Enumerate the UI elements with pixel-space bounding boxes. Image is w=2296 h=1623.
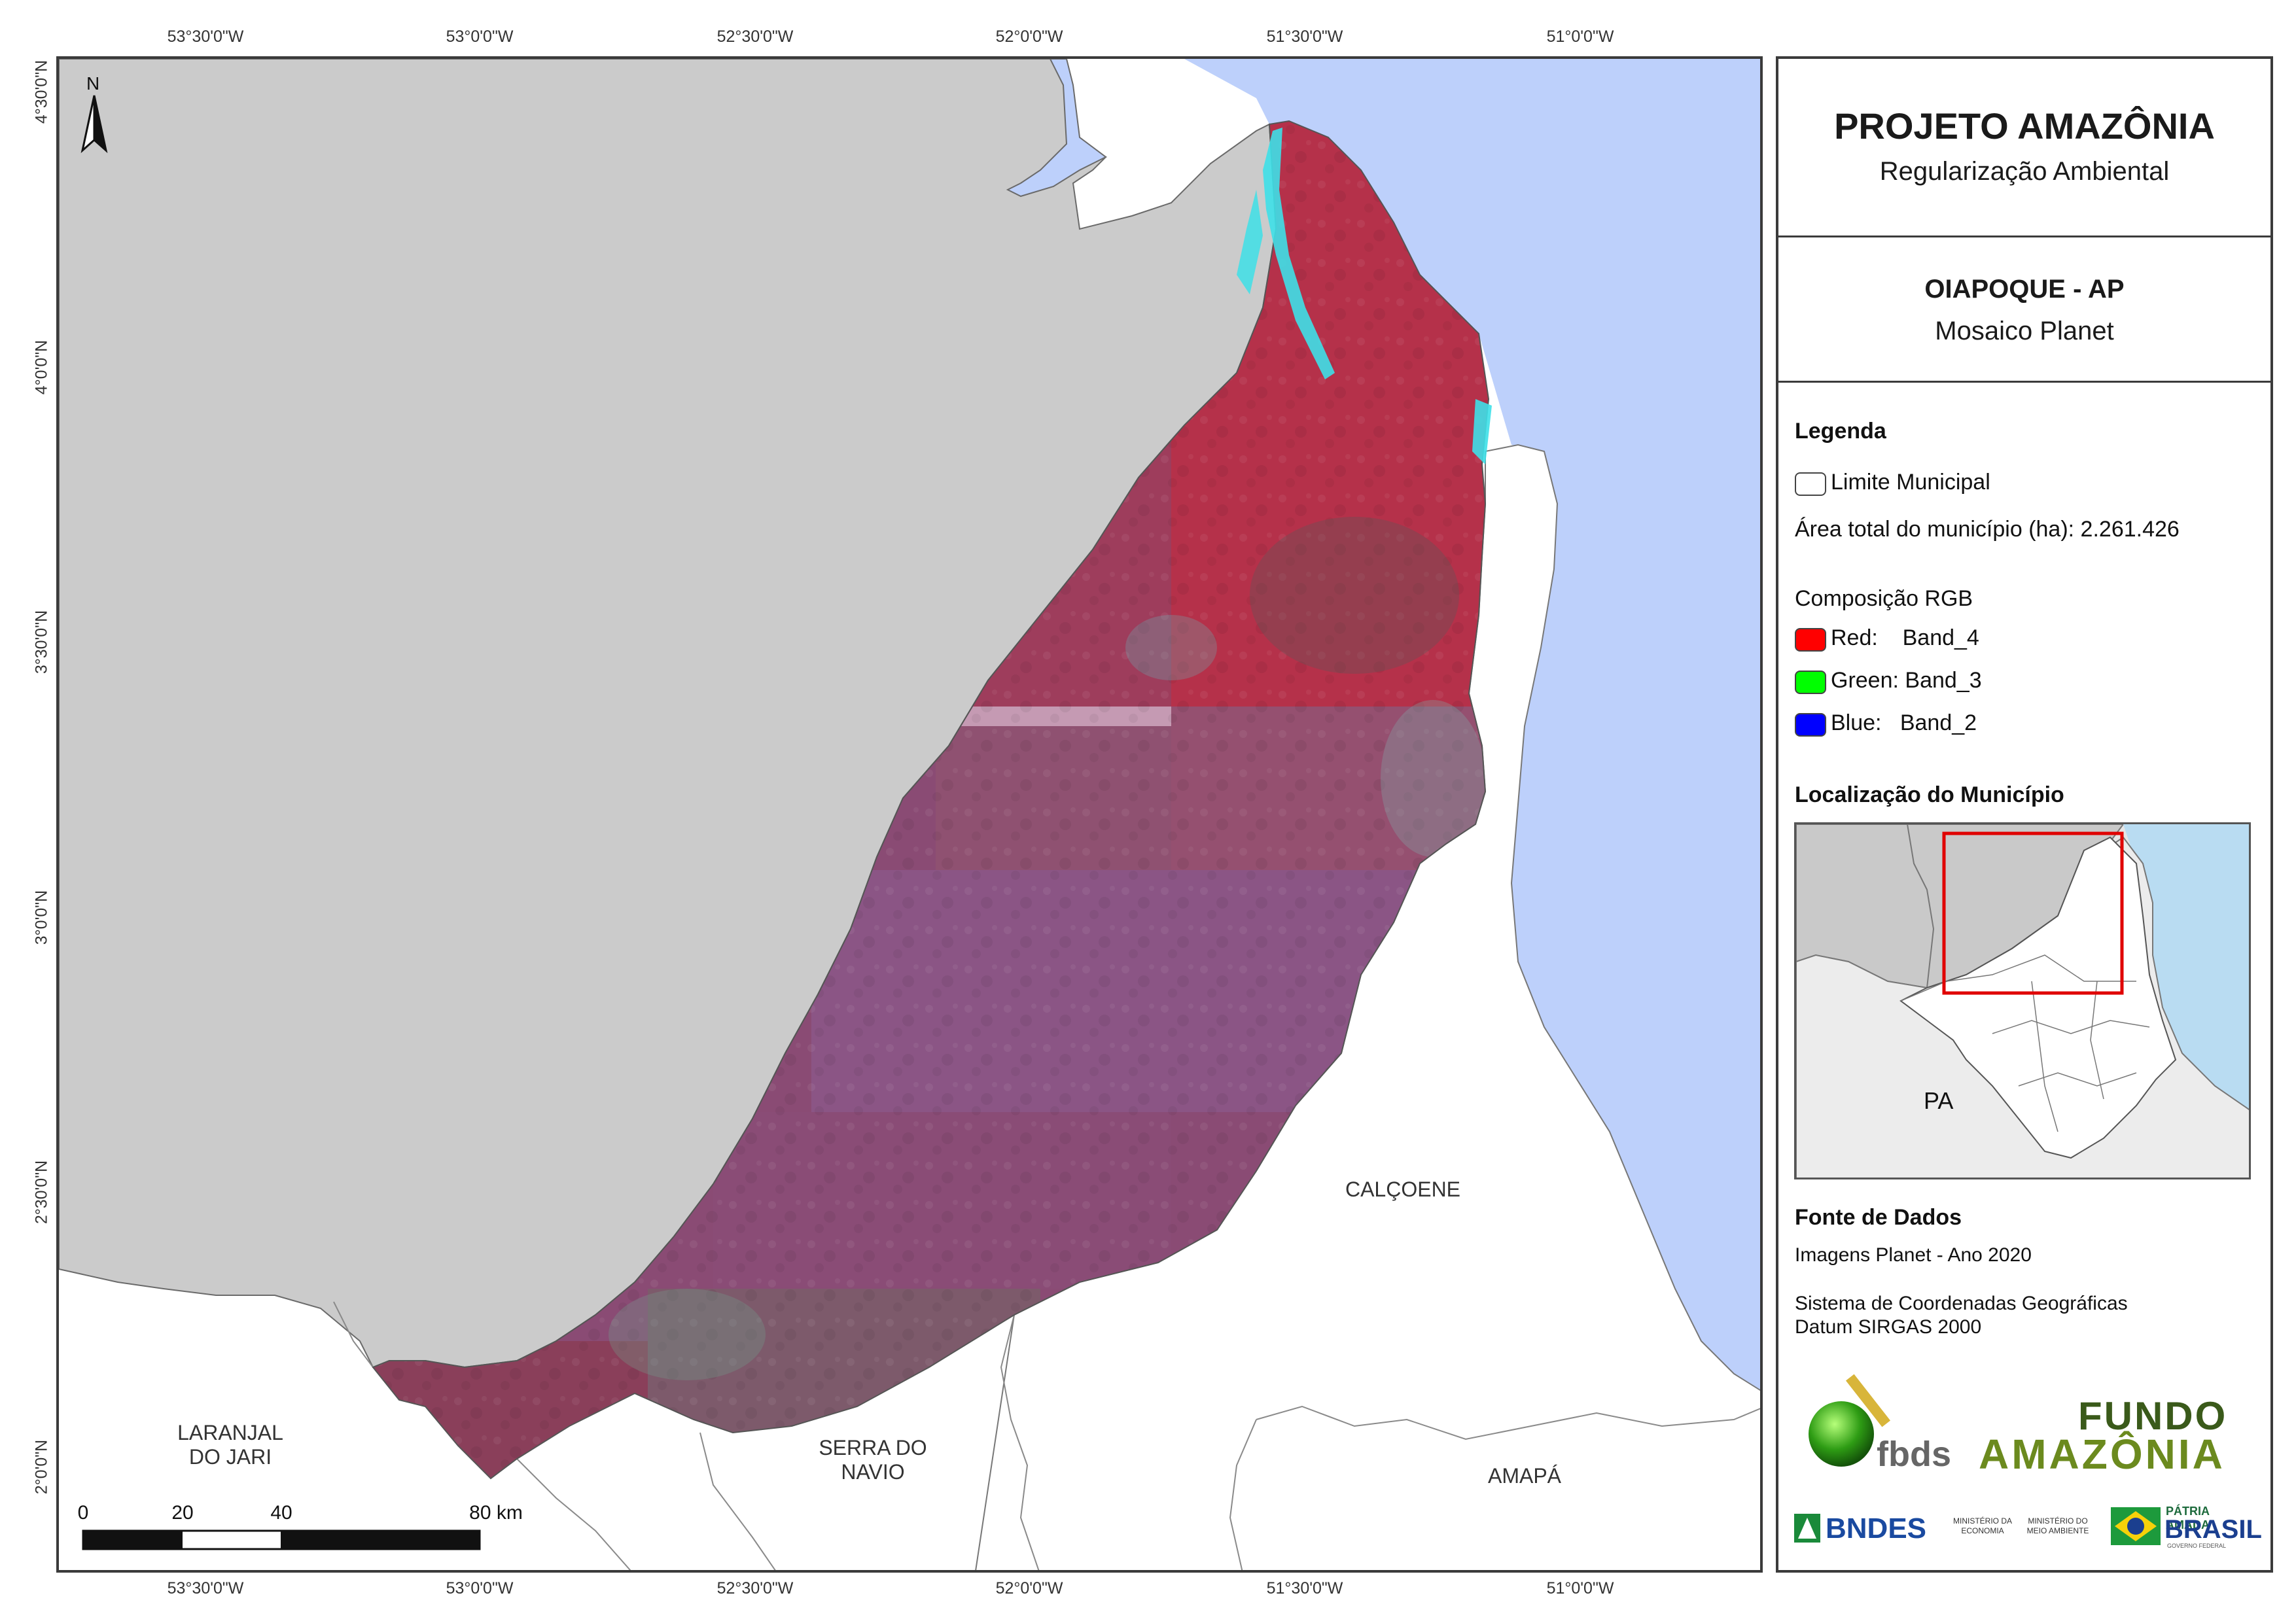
location-inset: PA: [1794, 822, 2251, 1179]
bottom-tick-53-30w: 53°30'0"W: [167, 1579, 244, 1597]
label-serra-do-navio: SERRA DO NAVIO: [819, 1436, 927, 1484]
bottom-tick-52-30w: 52°30'0"W: [716, 1579, 794, 1597]
source-datum: Datum SIRGAS 2000: [1795, 1316, 1982, 1338]
left-tick-2-30n: 2°30'0"N: [32, 1160, 51, 1225]
legend-heading: Legenda: [1795, 419, 1886, 444]
legend-panel: PROJETO AMAZÔNIA Regularização Ambiental…: [1776, 56, 2273, 1573]
blue-band-label: Blue: Band_2: [1831, 710, 1977, 735]
fbds-text: fbds: [1877, 1435, 1951, 1474]
map-frame[interactable]: [56, 56, 1763, 1573]
coastal-wetland-3: [1472, 399, 1492, 464]
label-calcoene: CALÇOENE: [1345, 1178, 1461, 1201]
oiapoque-river: [1006, 59, 1107, 198]
project-title: PROJETO AMAZÔNIA: [1834, 105, 2215, 147]
fbds-logo-mark: [1809, 1374, 1891, 1467]
ocean: [1184, 59, 1760, 1390]
red-swatch: [1795, 628, 1826, 652]
title-section: PROJETO AMAZÔNIA Regularização Ambiental: [1778, 59, 2270, 237]
bndes-mark-icon: [1794, 1514, 1820, 1543]
gov-text: GOVERNO FEDERAL: [2167, 1543, 2227, 1549]
green-band-label: Green: Band_3: [1831, 668, 1982, 693]
top-tick-51-00w: 51°0'0"W: [1546, 27, 1614, 46]
bottom-tick-53-00w: 53°0'0"W: [446, 1579, 514, 1597]
blue-swatch: [1795, 713, 1826, 737]
boundary-swatch: [1795, 472, 1826, 496]
boundary-label: Limite Municipal: [1831, 470, 1990, 495]
source-crs: Sistema de Coordenadas Geográficas: [1795, 1293, 2128, 1314]
scale-label-0: 0: [77, 1502, 89, 1524]
boundary-amapa-west: [1229, 1419, 1257, 1570]
inset-extent-box: [1942, 831, 2124, 995]
area-label: Área total do município (ha): 2.261.426: [1795, 517, 2180, 542]
fundo-text: FUNDO: [2078, 1394, 2228, 1438]
label-amapa: AMAPÁ: [1487, 1464, 1562, 1488]
north-arrow-icon: [80, 95, 108, 154]
map-canvas: [59, 59, 1760, 1570]
boundary-calcoene-amapa: [1256, 1405, 1760, 1440]
fundo-amazonia-logo: FUNDO AMAZÔNIA: [1979, 1393, 2253, 1478]
coastal-wetland: [1263, 128, 1335, 379]
left-tick-4-30n: 4°30'0"N: [32, 60, 51, 124]
project-subtitle: Regularização Ambiental: [1879, 157, 2170, 186]
governo-federal-logo: PÁTRIA AMADA BRASIL GOVERNO FEDERAL: [2111, 1505, 2262, 1550]
top-tick-52-30w: 52°30'0"W: [716, 27, 794, 46]
scale-label-80: 80 km: [469, 1502, 523, 1524]
scale-label-40: 40: [270, 1502, 292, 1524]
oiapoque-boundary: [372, 120, 1490, 1480]
scale-label-20: 20: [171, 1502, 194, 1524]
inset-pa-label: PA: [1924, 1087, 1954, 1114]
inset-map: [1796, 824, 2249, 1178]
boundary-serra-calcoene: [1000, 1314, 1040, 1570]
bndes-text: BNDES: [1826, 1512, 1927, 1544]
green-swatch: [1795, 671, 1826, 694]
coastal-wetland-2: [1237, 190, 1263, 294]
top-tick-51-30w: 51°30'0"W: [1266, 27, 1343, 46]
red-band-label: Red: Band_4: [1831, 625, 1979, 650]
rgb-heading: Composição RGB: [1795, 586, 1973, 611]
municipality-name: OIAPOQUE - AP: [1924, 275, 2125, 304]
amazonia-text: AMAZÔNIA: [1979, 1431, 2225, 1478]
top-tick-53-30w: 53°30'0"W: [167, 27, 244, 46]
boundary-laranjal-serra: [516, 1458, 631, 1570]
left-tick-2-00n: 2°0'0"N: [32, 1439, 51, 1495]
min-economia-logo: MINISTÉRIO DA ECONOMIA: [1952, 1516, 2012, 1535]
left-tick-3-00n: 3°0'0"N: [32, 890, 51, 945]
boundary-laranjal: [333, 1301, 374, 1368]
location-heading: Localização do Município: [1795, 782, 2064, 807]
bottom-tick-51-00w: 51°0'0"W: [1546, 1579, 1614, 1597]
boundary-serra-inner: [699, 1432, 776, 1570]
brazil-flag-icon: [2111, 1507, 2161, 1545]
sources-heading: Fonte de Dados: [1795, 1205, 1962, 1230]
top-tick-53-00w: 53°0'0"W: [446, 27, 514, 46]
left-tick-4-00n: 4°0'0"N: [32, 340, 51, 395]
north-label: N: [86, 73, 100, 94]
label-laranjal-do-jari: LARANJAL DO JARI: [177, 1421, 283, 1469]
fbds-logo: fbds: [1801, 1371, 1958, 1474]
municipality-section: OIAPOQUE - AP Mosaico Planet: [1778, 236, 2270, 383]
bottom-tick-51-30w: 51°30'0"W: [1266, 1579, 1343, 1597]
min-meio-ambiente-logo: MINISTÉRIO DO MEIO AMBIENTE: [2026, 1516, 2089, 1535]
top-tick-52-00w: 52°0'0"W: [995, 27, 1063, 46]
product-name: Mosaico Planet: [1935, 317, 2114, 345]
left-tick-3-30n: 3°30'0"N: [32, 610, 51, 674]
patria-text: PÁTRIA AMADA: [2166, 1505, 2210, 1531]
source-imagery: Imagens Planet - Ano 2020: [1795, 1244, 2032, 1266]
bottom-tick-52-00w: 52°0'0"W: [995, 1579, 1063, 1597]
scale-bar: [82, 1529, 481, 1550]
brasil-text: BRASIL: [2164, 1515, 2262, 1544]
bndes-logo: BNDES: [1794, 1512, 1938, 1545]
